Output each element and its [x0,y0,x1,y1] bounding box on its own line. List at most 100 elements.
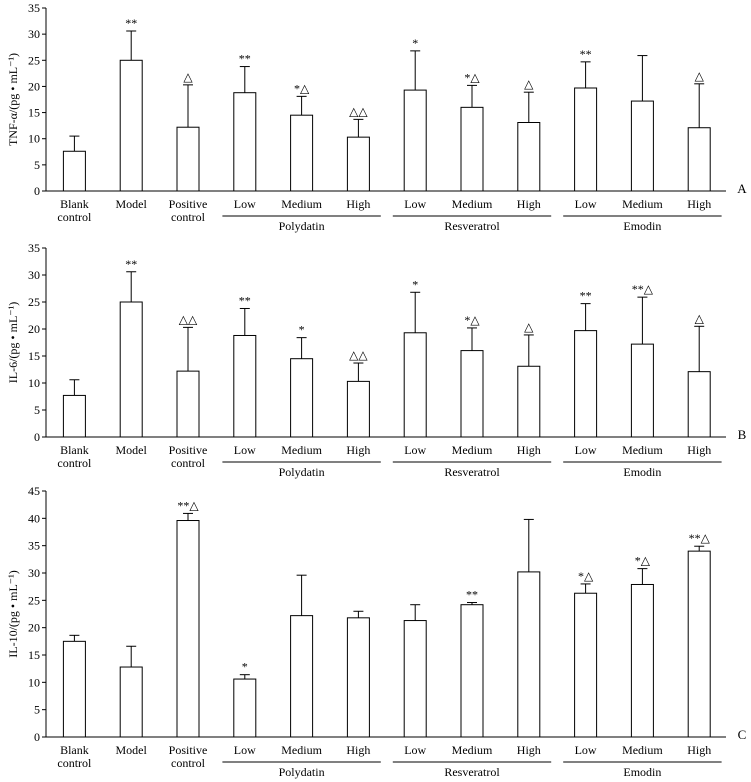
panel-label: C [738,727,747,742]
y-tick-label: 20 [28,621,40,635]
significance-marker: * [412,277,418,291]
bar [403,620,427,738]
group-label: Polydatin [279,765,325,779]
significance-marker: ** [239,52,251,66]
x-tick-label: Positive [169,197,208,211]
x-tick-label: Medium [281,743,322,757]
x-tick-label-line2: control [57,756,92,770]
x-tick-label: High [346,443,370,457]
bar [346,136,370,192]
group-label: Resveratrol [444,465,500,479]
bar [346,380,370,438]
significance-marker: △△ [179,312,198,326]
x-tick-label: High [517,197,541,211]
y-tick-label: 5 [34,403,40,417]
x-tick-label: High [346,743,370,757]
y-axis-label: IL-10/(pg • mL⁻¹) [6,570,20,657]
y-tick-label: 0 [34,184,40,198]
significance-marker: ** [125,16,137,30]
bar [574,87,598,192]
x-tick-label: High [346,197,370,211]
bar [630,100,654,192]
bar [517,122,541,192]
bar [176,370,200,438]
x-tick-label: Blank [60,197,89,211]
bar [290,114,314,192]
significance-marker: **△ [632,282,654,296]
x-tick-label-line2: control [57,456,92,470]
x-tick-label-line2: control [171,456,206,470]
x-tick-label: Low [234,443,256,457]
x-tick-label-line2: control [171,210,206,224]
x-tick-label: Low [404,443,426,457]
bar [119,666,143,738]
y-axis-label: IL-6/(pg • mL⁻¹) [6,302,20,383]
x-tick-label: High [687,743,711,757]
group-label: Emodin [623,765,661,779]
bar [62,640,86,738]
y-tick-label: 25 [28,295,40,309]
significance-marker: * [242,660,248,674]
bar [290,615,314,738]
x-tick-label: Positive [169,743,208,757]
bar [176,126,200,192]
bar [460,106,484,192]
y-tick-label: 40 [28,511,40,525]
x-tick-label: Medium [622,197,663,211]
significance-marker: ** [580,289,592,303]
panel-label: A [737,181,747,196]
x-tick-label: Model [116,197,148,211]
y-tick-label: 35 [28,241,40,255]
significance-marker: * [299,323,305,337]
y-tick-label: 10 [28,675,40,689]
x-tick-label: Low [575,743,597,757]
bar [176,520,200,738]
x-tick-label: High [687,443,711,457]
group-label: Polydatin [279,465,325,479]
significance-marker: ** [580,47,592,61]
x-tick-label: Model [116,443,148,457]
bar [517,365,541,438]
x-tick-label: Medium [452,743,493,757]
significance-marker: **△ [177,498,199,512]
x-tick-label: Blank [60,743,89,757]
x-tick-label: Model [116,743,148,757]
x-tick-label: Medium [622,443,663,457]
x-tick-label: Low [575,443,597,457]
significance-marker: *△ [578,569,594,583]
significance-marker: ** [125,257,137,271]
group-label: Emodin [623,219,661,233]
bar [346,617,370,738]
y-tick-label: 20 [28,79,40,93]
bar [290,358,314,438]
y-tick-label: 25 [28,593,40,607]
x-tick-label: Medium [452,197,493,211]
x-tick-label: Positive [169,443,208,457]
y-tick-label: 25 [28,53,40,67]
x-tick-label: Low [234,743,256,757]
significance-marker: △ [524,320,534,334]
bar [687,371,711,438]
significance-marker: △△ [349,104,368,118]
y-axis-label: TNF-α/(pg • mL⁻¹) [6,53,20,146]
group-label: Polydatin [279,219,325,233]
bar [62,394,86,438]
significance-marker: *△ [294,81,310,95]
y-tick-label: 35 [28,1,40,15]
bar [687,127,711,192]
significance-marker: ** [466,588,478,602]
y-tick-label: 30 [28,268,40,282]
significance-marker: *△ [464,313,480,327]
x-tick-label: Medium [281,197,322,211]
bar [233,334,257,438]
bar [233,678,257,738]
bar [460,350,484,438]
x-tick-label-line2: control [171,756,206,770]
panel-label: B [738,427,747,442]
group-label: Resveratrol [444,219,500,233]
bar [687,550,711,738]
x-tick-label-line2: control [57,210,92,224]
x-tick-label: High [517,443,541,457]
